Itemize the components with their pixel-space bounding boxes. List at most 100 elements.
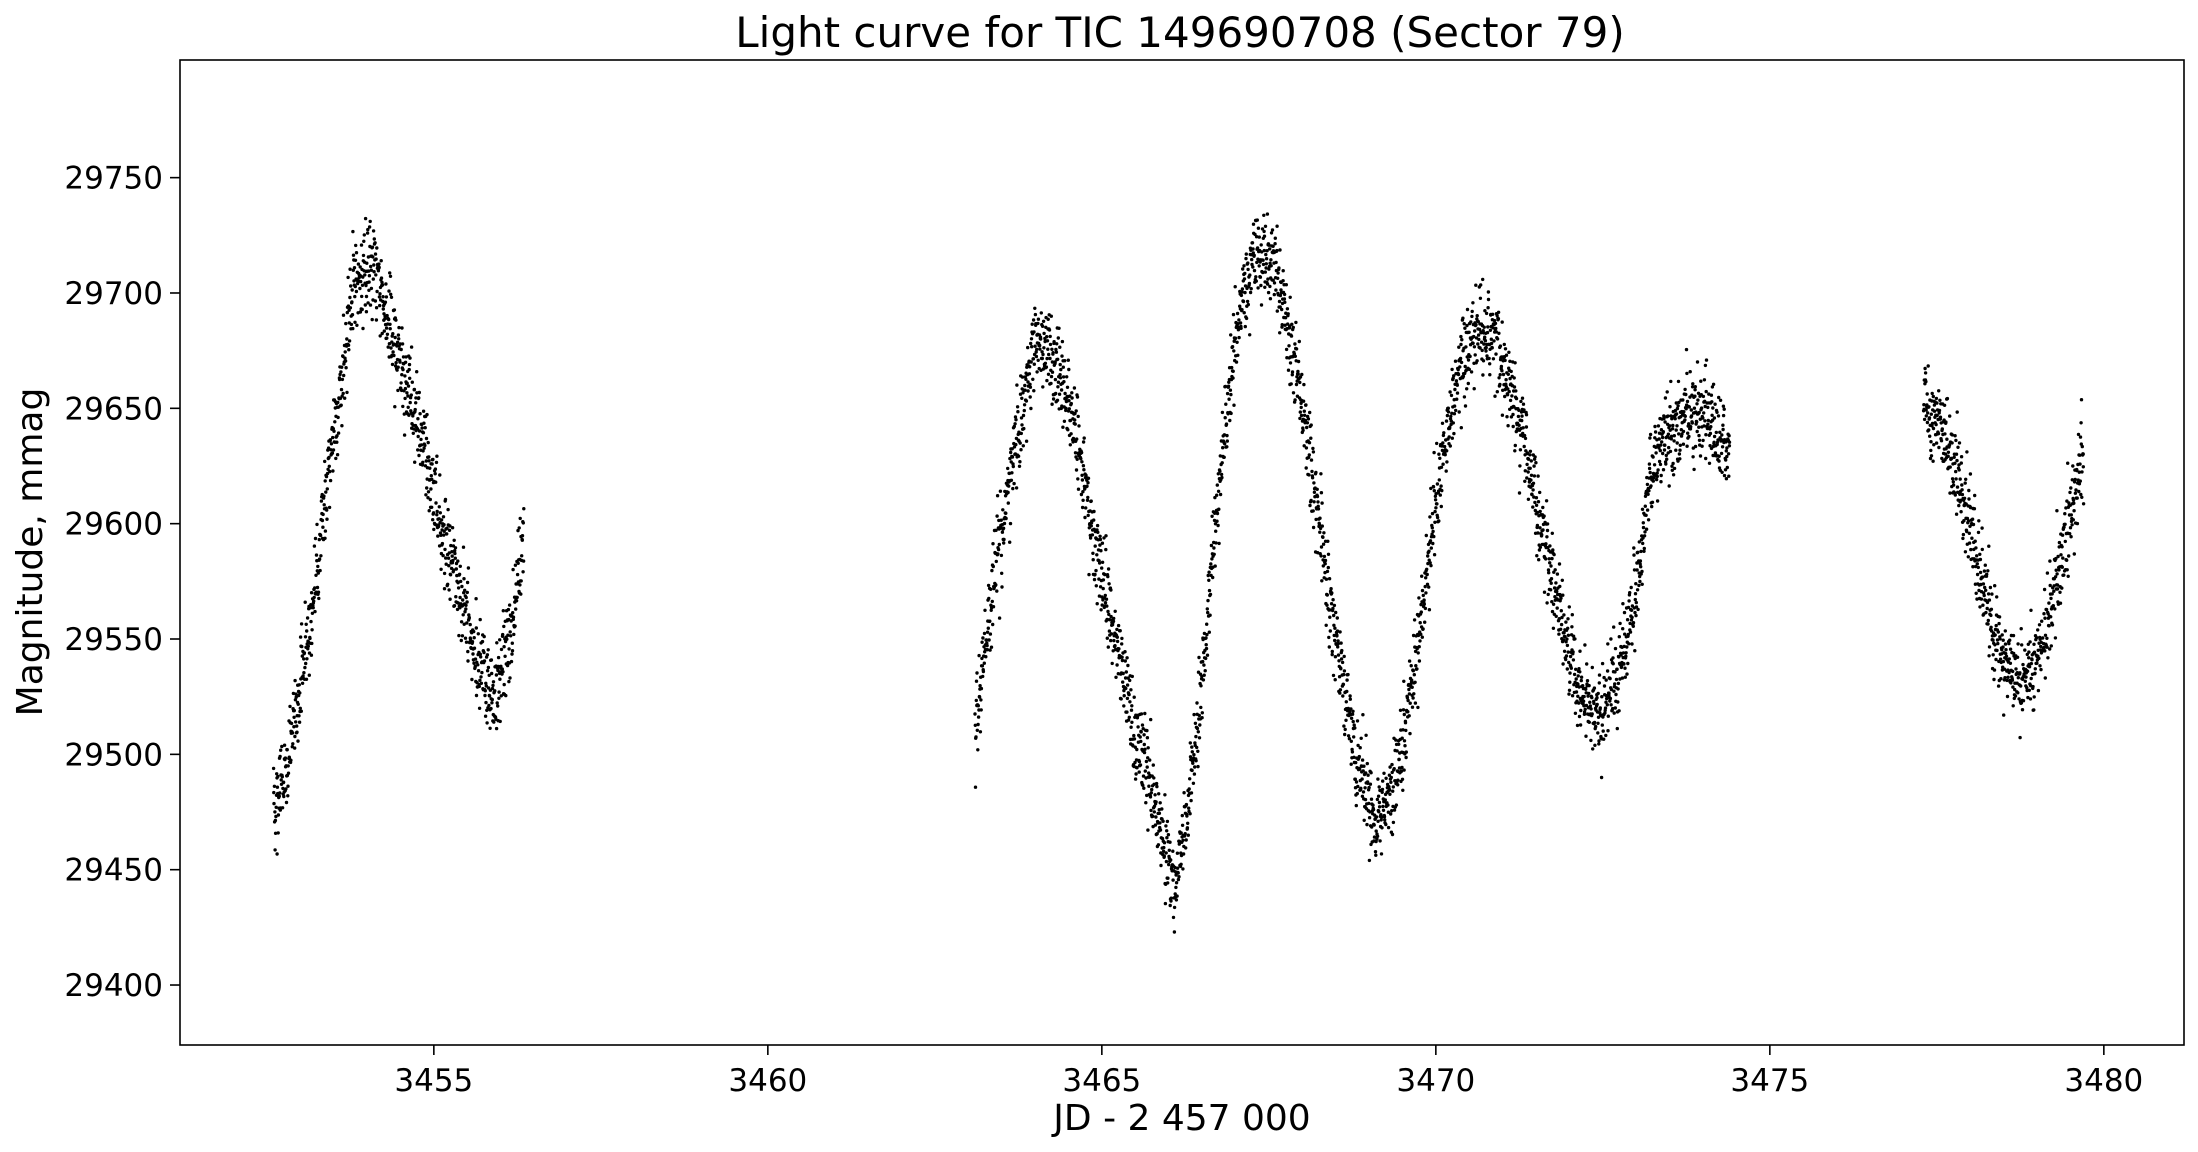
data-point [1381, 808, 1386, 812]
data-point [1564, 654, 1569, 658]
data-point [1924, 414, 1929, 418]
data-point [999, 518, 1003, 522]
data-point [449, 543, 453, 548]
data-point [2025, 669, 2030, 673]
data-point [368, 219, 372, 224]
data-point [1670, 464, 1674, 468]
data-point [1107, 629, 1112, 633]
data-point [465, 590, 469, 595]
data-point [1269, 264, 1273, 268]
data-point [1488, 328, 1493, 332]
data-point [511, 611, 515, 615]
data-point [1397, 742, 1401, 746]
data-point [1528, 453, 1532, 457]
data-point [412, 427, 416, 431]
data-point [1508, 398, 1513, 403]
data-point [1979, 597, 1984, 601]
data-point [1710, 413, 1714, 417]
data-point [1557, 617, 1562, 621]
data-point [1442, 431, 1446, 435]
data-point [483, 714, 488, 718]
data-point [1248, 290, 1253, 295]
data-point [1939, 439, 1944, 443]
data-point [1315, 487, 1319, 491]
data-point [1099, 549, 1103, 553]
data-point [1943, 432, 1947, 436]
data-point [1542, 514, 1546, 518]
data-point [1712, 434, 1717, 439]
data-point [478, 617, 482, 622]
data-point [1576, 682, 1580, 686]
data-point [479, 675, 483, 679]
data-point [366, 227, 370, 232]
data-point [348, 306, 353, 310]
data-point [482, 650, 486, 655]
data-point [1276, 271, 1280, 275]
data-point [348, 267, 352, 271]
data-point [1685, 444, 1689, 448]
data-point [464, 607, 468, 611]
data-point [1523, 436, 1528, 441]
data-point [431, 511, 436, 515]
data-point [1055, 342, 1059, 346]
data-point [1240, 290, 1244, 294]
data-point [1046, 372, 1051, 376]
data-point [421, 409, 426, 413]
data-point [340, 365, 344, 369]
data-point [388, 322, 392, 326]
data-point [1495, 313, 1499, 318]
data-point [2025, 686, 2029, 690]
data-point [1472, 345, 1477, 349]
data-point [1029, 341, 1033, 346]
data-point [461, 613, 465, 617]
data-point [463, 610, 467, 614]
data-point [321, 512, 325, 517]
data-point [1060, 354, 1064, 358]
data-point [1275, 309, 1280, 313]
data-point [1931, 426, 1936, 431]
data-point [1465, 307, 1470, 312]
data-point [1068, 443, 1073, 447]
data-point [1047, 352, 1051, 357]
data-point [1693, 444, 1698, 449]
data-point [485, 721, 489, 725]
data-point [1490, 346, 1494, 350]
data-point [1034, 350, 1038, 354]
data-point [1180, 823, 1185, 827]
data-point [1491, 312, 1495, 316]
data-point [1264, 266, 1268, 270]
data-point [286, 784, 290, 788]
data-point [989, 587, 993, 591]
data-point [1577, 685, 1581, 689]
data-point [521, 559, 526, 563]
data-point [1081, 464, 1086, 468]
data-point [385, 336, 389, 340]
data-point [1023, 388, 1027, 392]
data-point [1312, 500, 1316, 504]
data-point [1457, 345, 1461, 349]
data-point [1457, 410, 1461, 414]
data-point [975, 728, 979, 732]
data-point [1378, 788, 1382, 793]
data-point [407, 413, 411, 417]
data-point [1659, 443, 1663, 447]
data-point [1390, 809, 1394, 813]
data-point [1677, 452, 1682, 456]
data-point [480, 639, 485, 644]
data-point [1176, 871, 1180, 875]
data-point [380, 283, 385, 287]
data-point [2013, 694, 2018, 698]
data-point [1309, 423, 1313, 427]
data-point [1093, 544, 1097, 548]
data-point [1247, 281, 1252, 286]
data-point [459, 579, 463, 584]
data-point [472, 636, 476, 640]
data-point [272, 801, 276, 806]
data-point [1701, 394, 1706, 399]
data-point [1432, 534, 1436, 539]
data-point [1408, 731, 1412, 736]
data-point [1413, 680, 1417, 684]
data-point [406, 384, 411, 388]
data-point [396, 333, 401, 337]
data-point [1242, 277, 1247, 281]
